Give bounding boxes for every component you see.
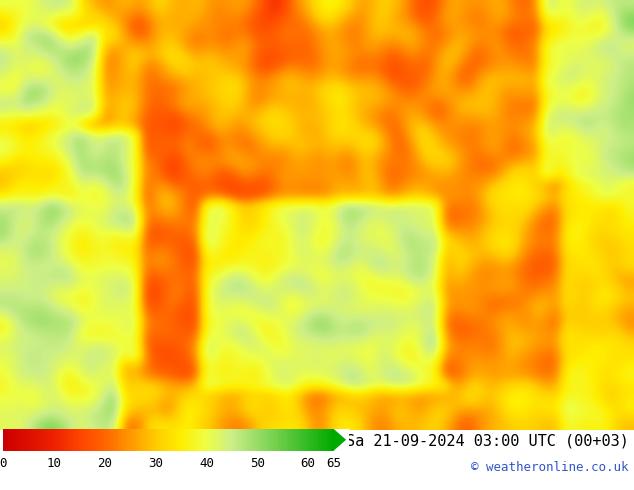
Text: Sa 21-09-2024 03:00 UTC (00+03): Sa 21-09-2024 03:00 UTC (00+03)	[346, 433, 629, 448]
Text: 20: 20	[97, 457, 112, 470]
Text: Fog Stability Index   GFS: Fog Stability Index GFS	[5, 433, 233, 448]
Text: 30: 30	[148, 457, 163, 470]
Text: 60: 60	[301, 457, 316, 470]
Text: 50: 50	[250, 457, 265, 470]
Polygon shape	[333, 429, 346, 451]
Text: 65: 65	[326, 457, 341, 470]
Text: 40: 40	[199, 457, 214, 470]
Text: © weatheronline.co.uk: © weatheronline.co.uk	[472, 461, 629, 474]
Text: 0: 0	[0, 457, 7, 470]
Text: 10: 10	[46, 457, 61, 470]
